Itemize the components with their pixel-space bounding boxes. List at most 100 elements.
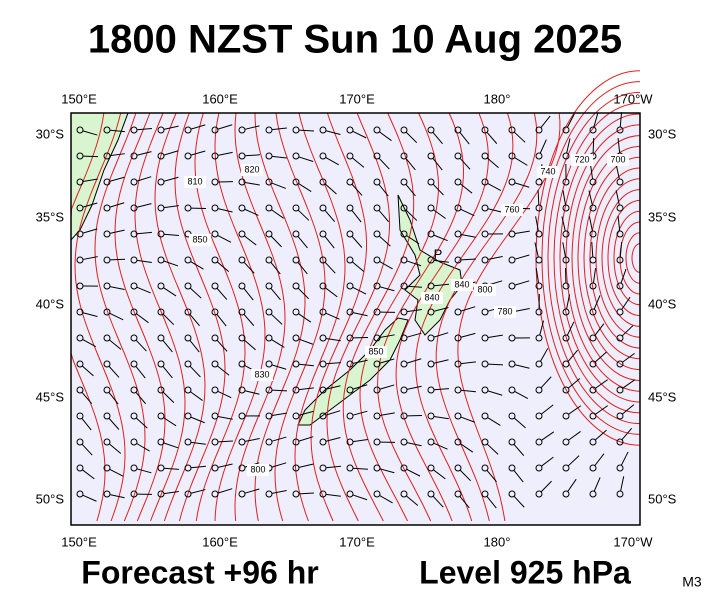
barb-shaft [487,390,503,396]
barb-station [157,256,165,264]
barb-shaft [109,229,125,234]
barb-station [346,152,354,160]
barb-shaft [487,256,503,260]
barb-station [184,308,192,316]
barb-shaft [615,190,620,206]
lon-label-bottom: 150°E [61,534,97,549]
barb-shaft [460,306,476,312]
barb-station [319,386,327,394]
barb-shaft [271,436,287,442]
barb-shaft [513,495,525,508]
barb-station [265,308,273,316]
barb-shaft [460,361,476,365]
barb-shaft [541,456,554,467]
barb-shaft [379,286,395,292]
barb-shaft [352,467,368,470]
barb-station [373,282,381,290]
low-contour [601,189,641,327]
barb-shaft [82,202,98,208]
barb-shaft [594,323,605,336]
barb-shaft [405,158,416,171]
barb-shaft [82,130,98,136]
barb-station [319,308,327,316]
barb-station [508,438,516,446]
barb-station [427,230,435,238]
barb-shaft [298,338,314,345]
barb-shaft [163,417,177,427]
barb-shaft [109,202,125,208]
lon-label-top: 170°W [613,91,653,106]
barb-station [130,490,138,498]
barb-shaft [298,463,314,468]
barb-station [616,412,624,420]
barb-shaft [325,465,341,469]
barb-station [373,204,381,212]
barb-shaft [325,410,341,416]
barb-shaft [244,235,257,246]
barb-station [535,360,543,368]
pressure-marker: P [434,246,443,261]
barb-shaft [534,242,539,258]
barb-shaft [325,337,341,342]
barb-station [373,386,381,394]
barb-station [427,308,435,316]
barb-shaft [487,363,504,366]
barb-shaft [433,332,449,338]
barb-shaft [513,470,524,483]
barb-station [562,412,570,420]
contour-line [114,112,166,522]
barb-shaft [163,491,179,495]
barb-station [76,308,84,316]
barb-shaft [487,208,503,213]
low-contour [541,81,641,435]
barb-station [76,230,84,238]
barb-shaft [486,496,497,509]
barb-shaft [189,340,200,353]
low-contour [589,167,641,349]
barb-station [427,438,435,446]
barb-shaft [352,494,368,501]
barb-shaft [136,231,152,235]
barb-shaft [352,359,368,364]
barb-shaft [190,124,206,130]
barb-station [319,490,327,498]
contour-label: 840 [454,279,469,289]
barb-station [130,256,138,264]
low-contour [631,243,641,273]
barb-shaft [514,280,530,286]
barb-station [238,412,246,420]
barb-station [481,152,489,160]
barb-station [103,126,111,134]
barb-shaft [163,205,179,209]
barb-station [211,230,219,238]
barb-station [184,282,192,290]
barb-shaft [588,216,593,232]
barb-shaft [270,313,283,325]
barb-station [562,360,570,368]
barb-station [562,464,570,472]
barb-station [562,204,570,212]
contour-line [415,112,514,522]
barb-station [319,204,327,212]
barb-shaft [135,366,146,379]
barb-station [211,126,219,134]
barb-station [319,334,327,342]
barb-shaft [82,155,99,158]
barb-shaft [622,379,636,389]
barb-shaft [136,313,149,324]
barb-shaft [567,478,577,492]
barb-station [130,386,138,394]
low-contour [613,210,641,306]
forecast-label: Forecast +96 hr [81,554,318,590]
barb-station [76,464,84,472]
barb-station [562,438,570,446]
barb-station [616,204,624,212]
lon-label-bottom: 170°E [339,534,375,549]
barb-shaft [163,125,179,130]
low-contour [565,124,641,392]
barb-shaft [163,176,179,182]
barb-station [616,308,624,316]
barb-shaft [244,438,260,442]
barb-shaft [406,260,422,267]
barb-station [103,412,111,420]
